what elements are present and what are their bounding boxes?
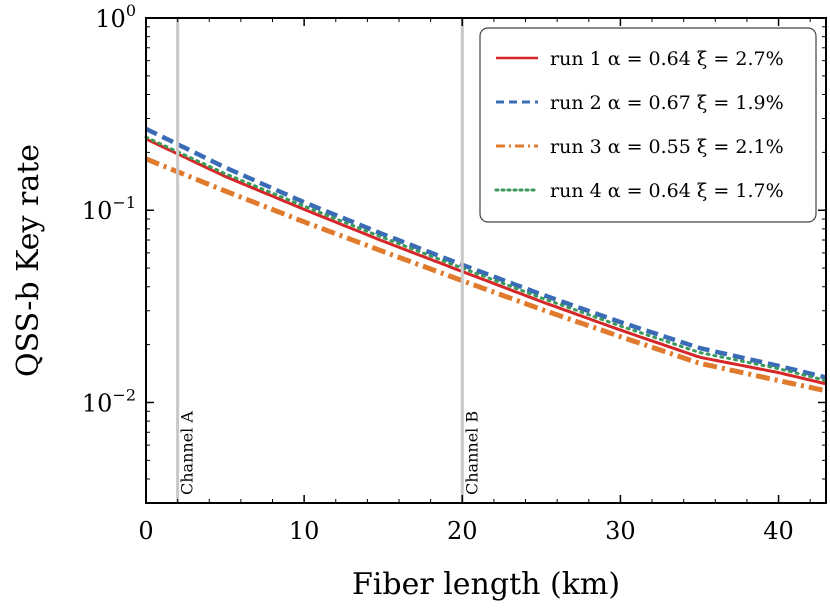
y-tick-label: 10−1 <box>82 193 136 225</box>
series-line-2 <box>145 126 827 380</box>
legend-label-3: run 3 α = 0.55 ξ = 2.1% <box>550 136 784 158</box>
series-line-4 <box>144 135 828 383</box>
legend-label-2: run 2 α = 0.67 ξ = 1.9% <box>550 92 784 114</box>
legend-box <box>479 27 817 223</box>
y-tick-label: 100 <box>95 1 136 33</box>
series-layer <box>144 126 828 394</box>
legend: run 1 α = 0.64 ξ = 2.7% run 2 α = 0.67 ξ … <box>479 27 817 223</box>
y-axis-title: QSS-b Key rate <box>11 144 46 377</box>
legend-label-1: run 1 α = 0.64 ξ = 2.7% <box>550 48 784 70</box>
channel-label: Channel A <box>178 411 197 495</box>
legend-label-4: run 4 α = 0.64 ξ = 1.7% <box>550 180 784 202</box>
x-tick-label: 20 <box>447 517 478 545</box>
x-tick-label: 40 <box>763 517 794 545</box>
x-tick-label: 0 <box>138 517 153 545</box>
series-line-3 <box>145 156 827 394</box>
channel-label: Channel B <box>462 411 481 495</box>
x-tick-label: 10 <box>289 517 320 545</box>
plot-frame <box>145 17 827 504</box>
x-axis-title: Fiber length (km) <box>352 567 620 602</box>
tick-layer: 0 10 20 30 40 10−2 10−1 100 <box>82 1 826 545</box>
series-line-1 <box>145 137 827 386</box>
y-tick-label: 10−2 <box>82 385 136 417</box>
x-tick-label: 30 <box>605 517 636 545</box>
channel-layer: Channel A Channel B <box>176 18 481 503</box>
